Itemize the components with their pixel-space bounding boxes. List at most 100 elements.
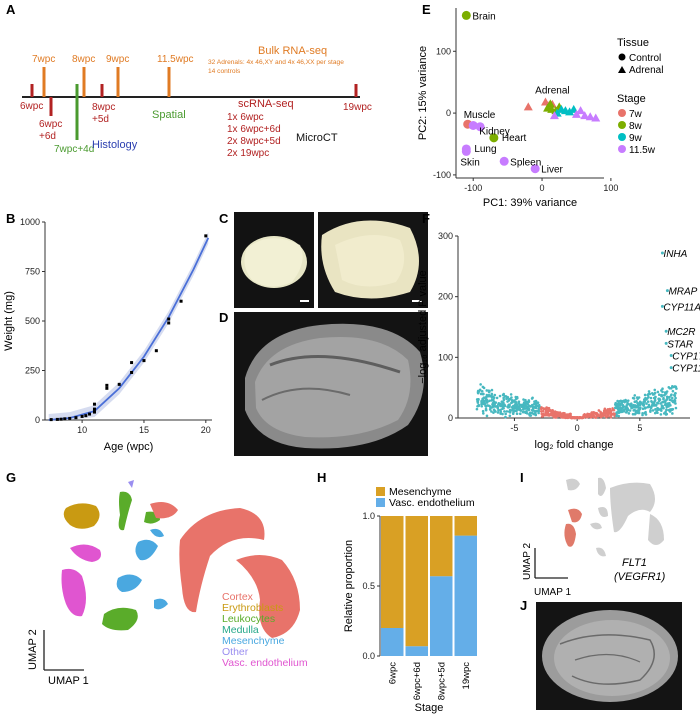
b-point-8 — [88, 412, 92, 416]
f-point — [654, 403, 658, 407]
f-point — [489, 406, 492, 409]
e-legend-stage-2: 9w — [629, 133, 643, 144]
f-point — [566, 416, 570, 420]
e-ytick-label-100: 100 — [436, 46, 451, 56]
f-point — [502, 406, 505, 410]
f-xtick-label--5: -5 — [510, 423, 518, 433]
bulk-mark-label-0: 7wpc — [32, 54, 55, 65]
f-point — [643, 407, 647, 410]
panel-g: G UMAP 2 UMAP 1 CortexErythroblastsLeuko… — [6, 470, 308, 687]
e-adrenal-point-17 — [585, 112, 595, 121]
h-xtick-label-0: 6wpc — [387, 662, 398, 684]
f-point — [505, 410, 509, 413]
f-point — [626, 399, 630, 402]
f-point — [480, 389, 484, 393]
f-point — [659, 402, 662, 405]
f-point — [491, 401, 495, 405]
f-gene-point-1 — [665, 289, 669, 293]
f-point — [531, 396, 534, 400]
b-point-9 — [92, 410, 96, 414]
h-ytick-label-0.0: 0.0 — [362, 651, 375, 661]
cluster-mesenchyme-3 — [150, 528, 164, 538]
f-point — [527, 408, 531, 411]
f-point — [522, 406, 525, 409]
b-point-18 — [154, 349, 158, 353]
f-point — [558, 413, 561, 416]
b-point-2 — [59, 417, 63, 421]
f-xtick-label-5: 5 — [637, 423, 642, 433]
e-control-point-8 — [530, 164, 540, 174]
b-point-6 — [80, 414, 84, 418]
f-point — [653, 398, 657, 402]
f-point — [477, 404, 481, 408]
f-point — [599, 414, 602, 417]
f-gene-point-2 — [660, 304, 664, 308]
panel-h: H 0.0 0.5 1.0 6wpc 6wpc+6d 8wpc+5d 19wpc Stage R… — [317, 470, 477, 714]
f-point — [670, 396, 674, 400]
b-point-20 — [167, 317, 171, 321]
f-point — [674, 406, 678, 410]
b-point-13 — [105, 383, 109, 387]
e-ytick-label-0: 0 — [446, 108, 451, 118]
f-point — [499, 408, 502, 412]
f-point — [647, 390, 651, 393]
b-point-19 — [167, 321, 171, 325]
f-point — [632, 409, 636, 412]
f-point — [498, 394, 502, 398]
f-point — [523, 401, 527, 404]
cluster-cortex-1 — [179, 508, 265, 613]
microct-volume-j-inner — [554, 620, 670, 696]
f-point — [656, 406, 659, 410]
f-point — [649, 410, 652, 413]
gene-vegfr1: (VEGFR1) — [614, 571, 666, 583]
e-adrenal-point-11 — [565, 107, 575, 116]
e-label-muscle: Muscle — [464, 110, 496, 121]
f-point — [625, 406, 629, 410]
f-point — [515, 403, 519, 406]
flt1-umap — [564, 477, 664, 557]
f-point — [485, 414, 489, 418]
f-point — [673, 392, 677, 395]
e-legend-control-marker — [618, 53, 626, 61]
f-point — [495, 404, 499, 408]
umap-grey-4 — [648, 514, 664, 545]
b-xtick-label-20: 20 — [201, 425, 211, 435]
f-point — [497, 408, 500, 412]
b-point-3 — [63, 417, 67, 421]
microct-volume-d-inner — [255, 336, 411, 438]
panel-b: B 0 250 500 750 1000 10 15 20 Age (wpc) Weight (m… — [3, 211, 212, 453]
f-point — [488, 394, 492, 398]
f-point — [482, 392, 485, 396]
f-point — [542, 407, 546, 411]
h-bar-0-1 — [381, 516, 404, 628]
f-gene-point-6 — [669, 366, 673, 370]
adrenal-tissue-large-highlight — [335, 235, 405, 287]
e-label-kidney: Kidney — [479, 126, 510, 137]
f-point — [486, 404, 489, 407]
f-point — [479, 383, 482, 386]
b-ylabel: Weight (mg) — [3, 291, 15, 351]
panel-b-label: B — [6, 211, 15, 226]
f-point — [485, 393, 489, 397]
sc-label-6wpc6d-2: +6d — [39, 131, 56, 142]
f-point — [504, 415, 507, 419]
h-bar-3-0 — [454, 535, 477, 656]
panel-a: A 7wpc 8wpc 9wpc 11.5wpc Bulk RNA-seq 32 Ad… — [6, 2, 372, 159]
e-control-point-3 — [475, 122, 485, 132]
h-xtick-label-2: 8wpc+5d — [436, 662, 447, 700]
e-ylabel: PC2: 15% variance — [417, 46, 429, 140]
sc-label-8wpc5d-1: 8wpc — [92, 102, 115, 113]
b-confidence-band — [48, 231, 209, 420]
b-point-16 — [130, 361, 134, 365]
f-gene-point-0 — [660, 251, 664, 255]
f-point — [601, 412, 604, 415]
f-point — [487, 390, 491, 394]
f-point — [492, 411, 495, 414]
f-point — [508, 408, 512, 412]
b-ytick-label-500: 500 — [25, 316, 40, 326]
f-point — [510, 401, 513, 405]
f-point — [481, 409, 485, 413]
f-point — [643, 393, 647, 397]
f-point — [602, 414, 605, 417]
